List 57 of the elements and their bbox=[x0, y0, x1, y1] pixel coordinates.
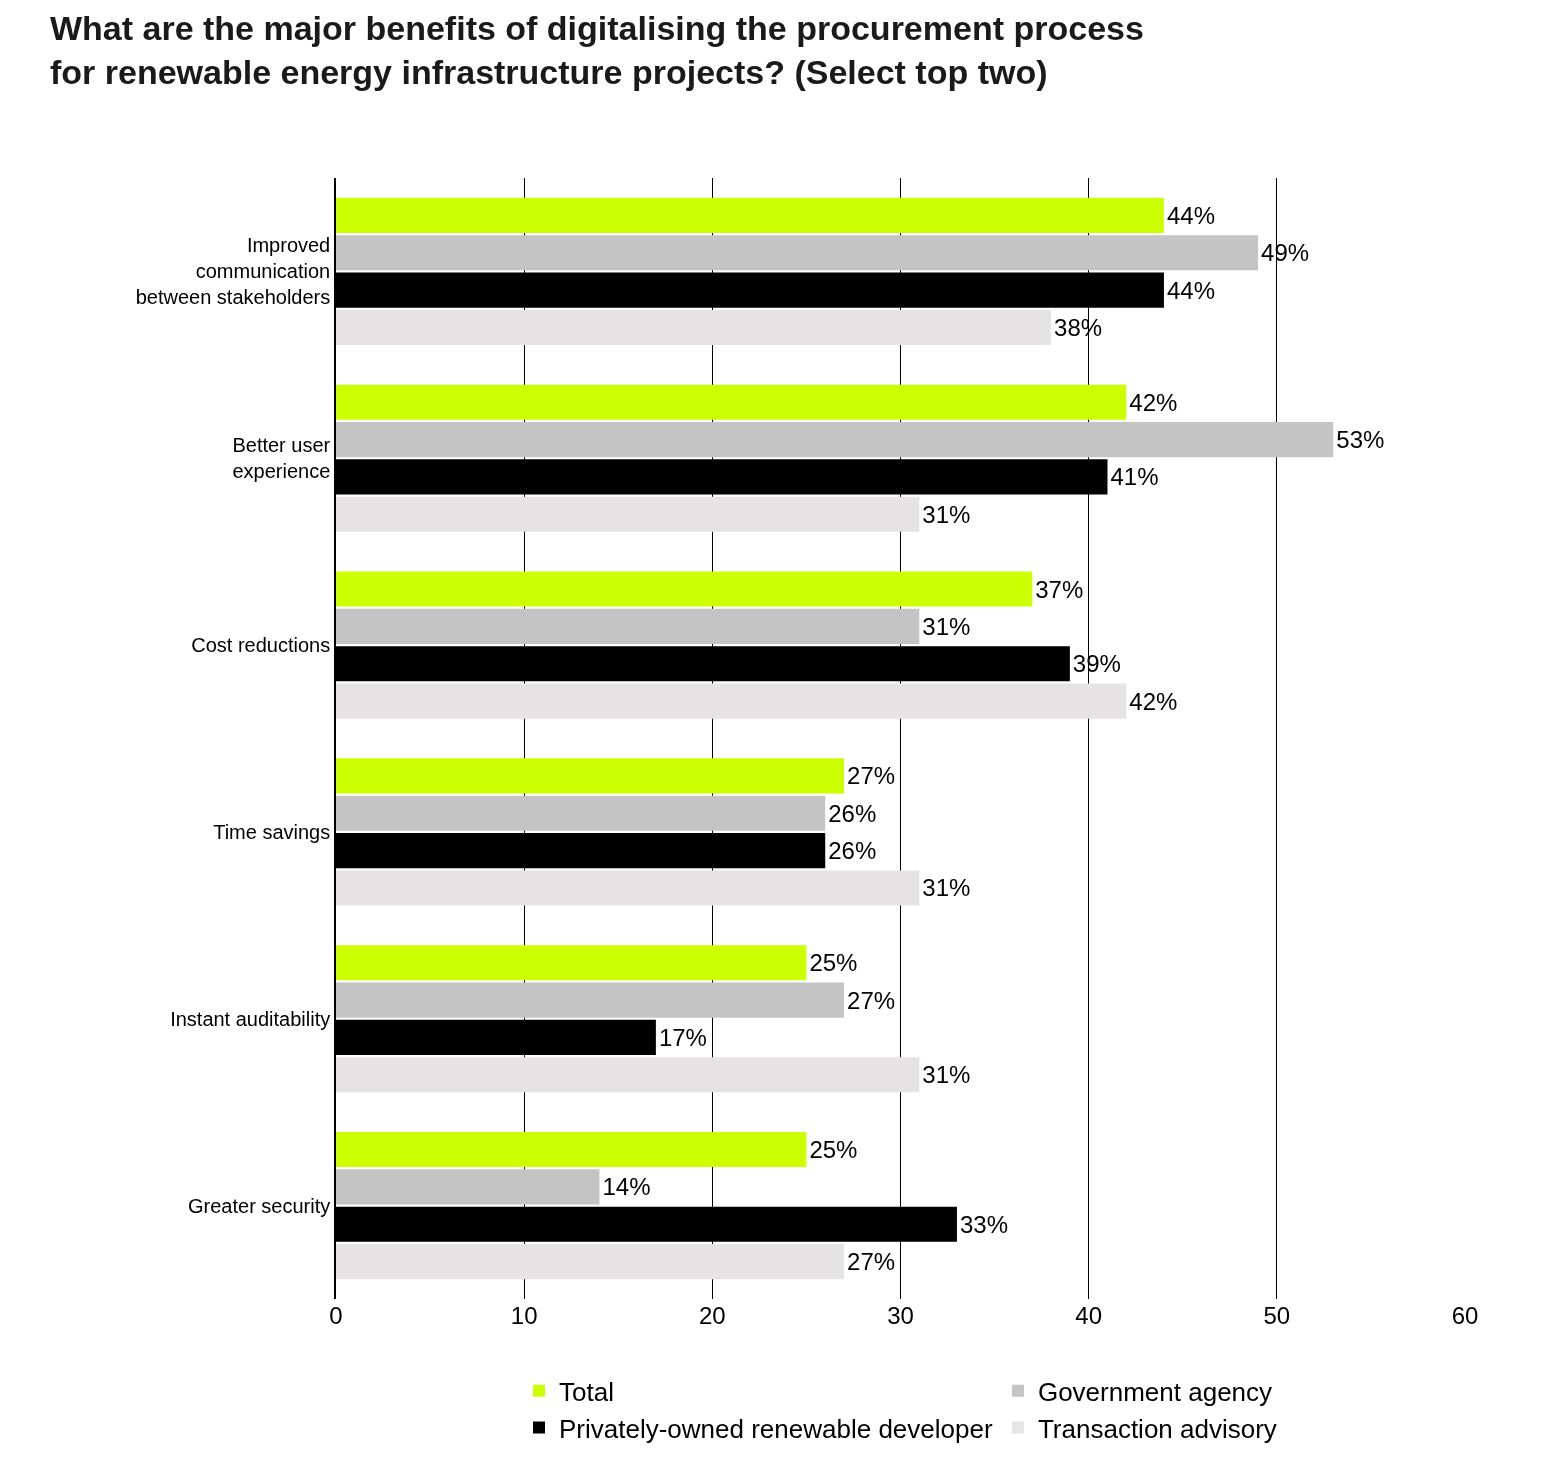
bar bbox=[336, 945, 807, 981]
y-tick-label: Improved communication between stakeholders bbox=[135, 234, 331, 309]
data-label: 26% bbox=[828, 837, 877, 865]
bar bbox=[336, 197, 1164, 233]
data-label: 42% bbox=[1129, 388, 1178, 416]
bar bbox=[336, 571, 1033, 607]
x-tick-label: 60 bbox=[1451, 1302, 1479, 1329]
x-tick-label: 10 bbox=[510, 1302, 538, 1329]
data-label: 26% bbox=[828, 799, 877, 827]
bar bbox=[336, 758, 845, 794]
bar bbox=[336, 1057, 920, 1093]
legend-label: Total bbox=[559, 1376, 614, 1407]
x-tick-label: 40 bbox=[1075, 1302, 1103, 1329]
legend-label: Government agency bbox=[1037, 1376, 1273, 1407]
x-tick-label: 30 bbox=[887, 1302, 914, 1329]
x-tick-label: 0 bbox=[329, 1302, 343, 1329]
bar bbox=[336, 384, 1127, 420]
legend-label: Privately-owned renewable developer bbox=[559, 1413, 993, 1444]
bar bbox=[336, 496, 920, 532]
data-label: 31% bbox=[922, 612, 971, 640]
data-label: 31% bbox=[922, 874, 971, 902]
data-label: 25% bbox=[809, 949, 858, 977]
bar bbox=[336, 1169, 600, 1205]
y-tick-label: Better user experience bbox=[232, 434, 331, 483]
bar bbox=[336, 870, 920, 906]
bar bbox=[336, 608, 920, 644]
data-label: 17% bbox=[658, 1023, 707, 1051]
bar bbox=[336, 683, 1127, 719]
data-label: 31% bbox=[922, 500, 971, 528]
bar bbox=[336, 422, 1334, 458]
y-tick-label: Instant auditability bbox=[170, 1007, 331, 1030]
x-tick-label: 50 bbox=[1263, 1302, 1291, 1329]
data-label: 33% bbox=[959, 1210, 1008, 1238]
data-label: 27% bbox=[847, 762, 896, 790]
y-tick-label: Cost reductions bbox=[191, 634, 331, 657]
data-label: 44% bbox=[1166, 201, 1215, 229]
bar bbox=[336, 795, 826, 831]
x-tick-label: 20 bbox=[698, 1302, 726, 1329]
legend-label: Transaction advisory bbox=[1037, 1413, 1277, 1444]
bar bbox=[336, 1244, 845, 1280]
data-label: 44% bbox=[1166, 276, 1215, 304]
data-label: 27% bbox=[847, 986, 896, 1014]
bar bbox=[336, 309, 1052, 346]
data-label: 53% bbox=[1336, 426, 1385, 454]
data-label: 31% bbox=[922, 1061, 971, 1089]
data-label: 25% bbox=[809, 1136, 858, 1164]
bar bbox=[336, 1131, 807, 1168]
data-label: 14% bbox=[602, 1173, 651, 1201]
bar bbox=[336, 235, 1259, 271]
data-label: 27% bbox=[847, 1248, 896, 1276]
data-label: 42% bbox=[1129, 687, 1178, 715]
chart-title: What are the major benefits of digitalising the procurement process for renewable energy infrastructure projects? (Select top two) bbox=[50, 9, 1144, 92]
data-label: 41% bbox=[1110, 463, 1159, 491]
data-label: 37% bbox=[1035, 575, 1084, 603]
y-tick-label: Greater security bbox=[187, 1194, 331, 1217]
bar bbox=[336, 982, 845, 1018]
y-tick-label: Time savings bbox=[213, 820, 331, 843]
